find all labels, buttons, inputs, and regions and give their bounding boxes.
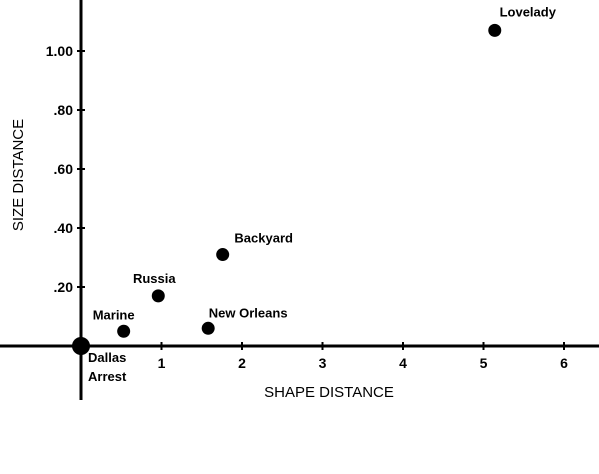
y-tick-label: .60 [54,161,74,177]
data-point-marine [117,324,131,338]
x-tick-label: 5 [480,355,488,371]
data-point-backyard [216,248,230,262]
y-axis-title: SIZE DISTANCE [10,119,27,231]
x-tick-label: 2 [238,355,246,371]
point-label: Russia [133,271,176,286]
point-label: New Orleans [209,305,288,320]
data-point-dallas-arrest [72,337,90,355]
x-tick-label: 3 [319,355,327,371]
point-label: Backyard [234,231,293,246]
y-tick-label: .20 [54,279,74,295]
x-tick-label: 4 [399,355,407,371]
point-label: Dallas Arrest [88,350,127,384]
y-tick-label: 1.00 [46,43,73,59]
data-points: Dallas Arrest Marine Russia New Orleans Backy… [72,4,557,384]
axis-ticks: 1 2 3 4 5 6 .20 .40 .60 .80 1.00 [46,43,568,371]
data-point-lovelady [488,23,502,37]
x-tick-label: 1 [158,355,166,371]
data-point-russia [151,289,165,303]
data-point-new-orleans [201,321,215,335]
x-axis-title: SHAPE DISTANCE [264,384,394,401]
y-tick-label: .80 [54,102,74,118]
y-tick-label: .40 [54,220,74,236]
point-label: Lovelady [500,4,557,19]
point-label: Marine [93,307,135,322]
x-tick-label: 6 [560,355,568,371]
